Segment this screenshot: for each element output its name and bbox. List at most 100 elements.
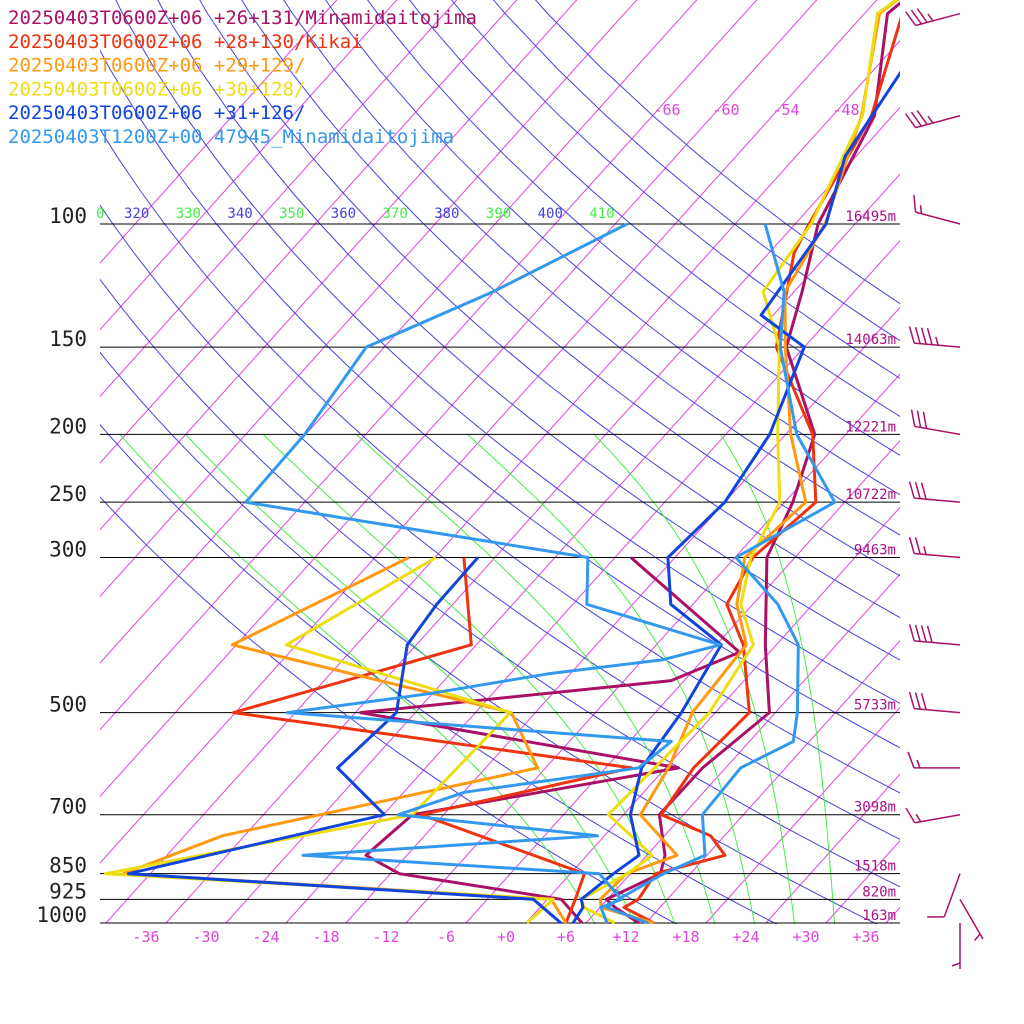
dry-adiabat-line (325, 0, 900, 496)
pressure-label: 200 (49, 414, 87, 438)
isotherm-line (585, 573, 900, 924)
sounding-series (103, 0, 900, 924)
height-label: 10722m (845, 487, 896, 503)
dry-adiabat-line (534, 0, 900, 305)
pressure-label: 925 (49, 879, 87, 903)
height-label: 12221m (845, 419, 896, 435)
isotherm-line (525, 506, 900, 924)
legend-entry: 20250403T1200Z+00 47945_Minamidaitojima (8, 126, 454, 148)
pressure-label: 150 (49, 327, 87, 351)
series-temperature-line-6 (605, 223, 837, 924)
wind-barb (905, 110, 961, 129)
height-label: 9463m (854, 543, 896, 559)
upper-isotherm-label: -66 (653, 101, 680, 119)
upper-isotherm-label: -54 (772, 101, 799, 119)
legend-entry: 20250403T0600Z+06 +31+126/ (8, 102, 305, 124)
moist-adiabat-line (262, 434, 676, 924)
pressure-label: 300 (49, 538, 87, 562)
theta-label: 410 (589, 206, 614, 222)
dry-adiabat-line (100, 49, 900, 749)
dry-adiabat-line (157, 0, 900, 661)
pressure-label: 250 (49, 482, 87, 506)
wind-barb (908, 624, 961, 646)
dry-adiabat-line (100, 204, 900, 840)
series-dewpoint-line-1 (358, 556, 742, 924)
moist-adiabat-line (593, 434, 796, 924)
height-label: 14063m (845, 332, 896, 348)
moist-adiabat-line (720, 434, 836, 924)
temperature-tick-label: -30 (192, 928, 219, 946)
temperature-tick-label: +24 (732, 928, 759, 946)
temperature-tick-label: +0 (497, 928, 515, 946)
dry-adiabat-line (492, 0, 900, 342)
upper-isotherm-labels: -66 -60 -54 -48 (653, 101, 859, 119)
series-temperature-line-4 (579, 0, 899, 924)
pressure-label: 1000 (36, 903, 87, 927)
pressure-label: 100 (49, 204, 87, 228)
isotherm-line (100, 0, 398, 331)
theta-label: 380 (434, 206, 459, 222)
wind-barb (910, 409, 961, 436)
theta-label: 350 (279, 206, 304, 222)
pressure-label: 700 (49, 795, 87, 819)
wind-barbs (905, 8, 984, 969)
upper-isotherm-label: -60 (712, 101, 739, 119)
pressure-label: 500 (49, 693, 87, 717)
theta-label: 370 (383, 206, 408, 222)
height-label: 16495m (845, 209, 896, 225)
temperature-tick-label: +6 (557, 928, 575, 946)
legend-entry: 20250403T0600Z+06 +28+130/Kikai (8, 31, 363, 53)
wind-barb (927, 873, 961, 918)
wind-barb (959, 898, 984, 942)
height-label: 5733m (854, 698, 896, 714)
legend-entry: 20250403T0600Z+06 +29+129/ (8, 55, 305, 77)
temperature-tick-label: +36 (852, 928, 879, 946)
height-label: 163m (862, 908, 896, 924)
wind-barb (913, 195, 961, 225)
series-dewpoint-line-5 (126, 556, 562, 924)
dry-adiabat-line (367, 0, 900, 456)
wind-barb (908, 536, 961, 559)
isotherm-line (885, 906, 900, 924)
temperature-tick-label: -18 (312, 928, 339, 946)
wind-barb (907, 751, 960, 769)
wind-barb (908, 326, 961, 348)
isotherm-line (100, 0, 338, 264)
theta-label: 330 (176, 206, 201, 222)
height-labels: 16495m 14063m 12221m 10722m 9463m 5733m 3098m 1… (845, 209, 896, 924)
wind-barb (951, 923, 961, 969)
series-temperature-line-5 (571, 70, 900, 924)
isotherm-line (100, 0, 458, 398)
isotherm-line (705, 706, 900, 924)
series-temperature-line-2 (622, 16, 900, 924)
theta-label: 360 (331, 206, 356, 222)
height-label: 1518m (854, 859, 896, 875)
temperature-tick-label: +30 (792, 928, 819, 946)
temperature-tick-label: +12 (612, 928, 639, 946)
wind-barb (908, 691, 961, 714)
isotherm-line (465, 440, 900, 924)
dry-adiabat-line (100, 351, 878, 924)
legend: 20250403T0600Z+06 +26+131/Minamidaitojim… (8, 7, 477, 148)
theta-labels: 0 320 330 340 350 360 370 380 390 400 410 (96, 206, 615, 222)
upper-isotherm-label: -48 (832, 101, 859, 119)
series-dewpoint-line-6 (244, 222, 722, 924)
temperature-tick-label: -24 (252, 928, 279, 946)
height-label: 820m (862, 884, 896, 900)
moist-adiabat-line (119, 434, 596, 924)
temperature-tick-label: +18 (672, 928, 699, 946)
legend-entry: 20250403T0600Z+06 +30+128/ (8, 78, 305, 100)
legend-entry: 20250403T0600Z+06 +26+131/Minamidaitojim… (8, 7, 477, 29)
pressure-label: 850 (49, 854, 87, 878)
series-dewpoint-line-2 (231, 557, 634, 924)
temperature-tick-labels: -36 -30 -24 -18 -12 -6 +0 +6 +12 +18 +24 +30 +36 (132, 928, 879, 946)
theta-label: 340 (227, 206, 252, 222)
wind-barb (905, 8, 961, 27)
moist-adiabat-line (356, 434, 716, 924)
temperature-tick-label: -12 (372, 928, 399, 946)
height-label: 3098m (854, 800, 896, 816)
series-dewpoint-line-4 (103, 556, 555, 924)
theta-label: 400 (538, 206, 563, 222)
